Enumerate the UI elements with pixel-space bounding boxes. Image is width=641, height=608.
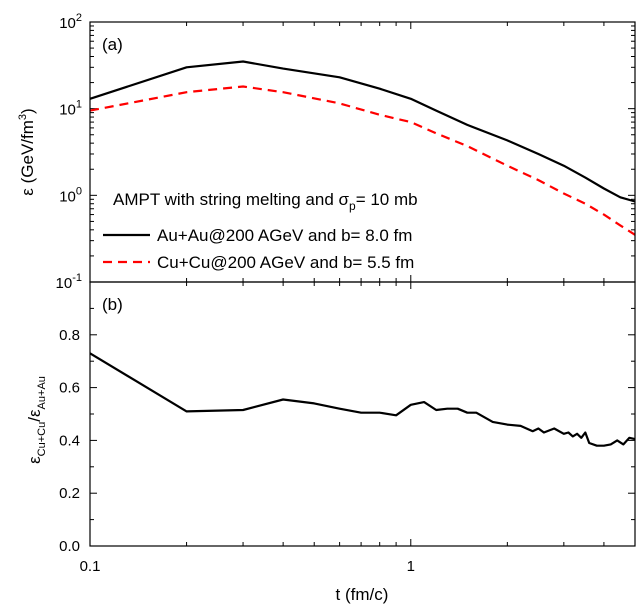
panel-b-frame [89,281,636,547]
panel-a: (a) AMPT with string melting and σp= 10 … [17,12,636,292]
panel-a-annotation: AMPT with string melting and σp= 10 mb [113,190,418,213]
panel-b-x-tick-label: 0.1 [80,558,101,575]
panel-b-y-tick-label: 0.0 [59,538,80,555]
panel-a-series-line-1 [89,85,636,236]
panel-a-series [89,60,636,236]
panel-b-label: (b) [102,295,123,314]
panel-a-y-tick-label: 102 [59,12,82,32]
panel-b-series-line-0 [89,352,636,447]
panel-b-y-tick-label: 0.4 [59,432,80,449]
legend-label-cucu: Cu+Cu@200 AGeV and b= 5.5 fm [157,253,414,272]
panel-b-ticks [89,281,636,547]
panel-a-y-tick-label: 10-1 [56,272,82,292]
x-axis-label: t (fm/c) [336,585,389,604]
panel-a-series-line-0 [89,60,636,203]
panel-a-label: (a) [102,35,123,54]
panel-b-y-tick-label: 0.2 [59,485,80,502]
panel-b-y-tick-label: 0.6 [59,380,80,397]
panel-a-y-axis-label: ε (GeV/fm3) [17,108,37,195]
legend: Au+Au@200 AGeV and b= 8.0 fm Cu+Cu@200 A… [103,226,414,272]
panel-b-series [89,352,636,447]
panel-a-y-tick-labels: 10-1 100 101 102 [56,12,82,292]
panel-b: (b) 0.00.20.40.60.8 0.1 1 εCu+Cu/εAu+Au t… [25,281,636,604]
panel-b-x-tick-labels: 0.1 1 [80,558,415,575]
panel-b-y-axis-label: εCu+Cu/εAu+Au [25,376,48,464]
panel-b-x-tick-label: 1 [407,558,415,575]
panel-a-y-tick-label: 101 [59,99,82,119]
panel-a-y-tick-label: 100 [59,185,82,205]
legend-label-auau: Au+Au@200 AGeV and b= 8.0 fm [157,226,412,245]
panel-b-y-tick-label: 0.8 [59,327,80,344]
panel-b-y-tick-labels: 0.0 0.2 0.4 0.6 0.8 [59,327,80,555]
